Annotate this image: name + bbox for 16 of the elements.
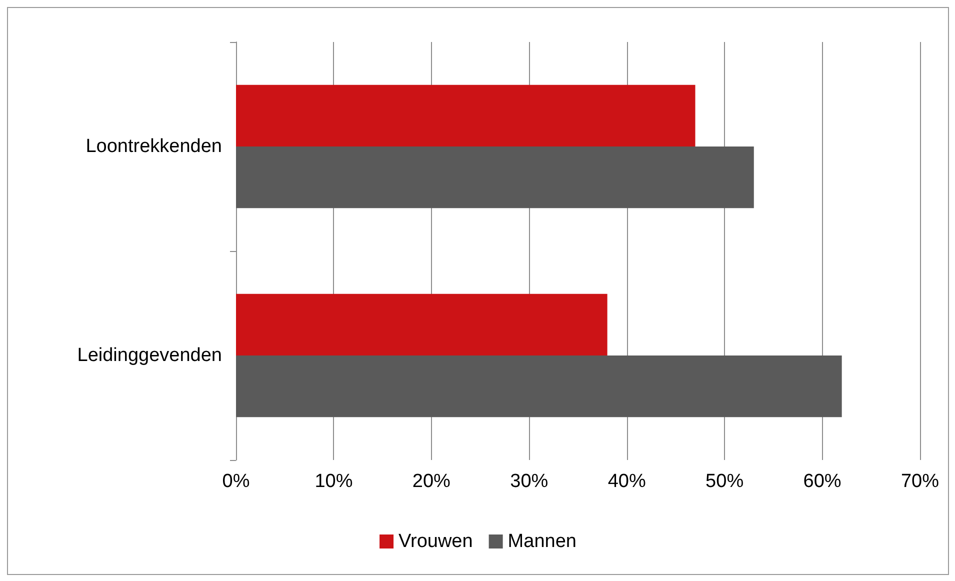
x-tick-label: 70% (900, 471, 940, 492)
x-tick-label: 10% (314, 471, 353, 492)
x-tick-label: 0% (222, 471, 250, 492)
x-tick-label: 40% (608, 471, 646, 492)
bar (236, 146, 754, 208)
x-tick-label: 30% (510, 471, 548, 492)
y-tick-label: Leidinggevenden (77, 345, 222, 366)
bar (236, 84, 696, 146)
x-tick-label: 50% (706, 471, 744, 492)
legend-label: Mannen (508, 531, 576, 552)
y-tick-label: Loontrekkenden (86, 136, 222, 157)
legend-label: Vrouwen (398, 531, 473, 552)
bar (236, 356, 842, 418)
x-tick-label: 60% (803, 471, 842, 492)
x-tick-label: 20% (412, 471, 451, 492)
bar (236, 294, 608, 356)
